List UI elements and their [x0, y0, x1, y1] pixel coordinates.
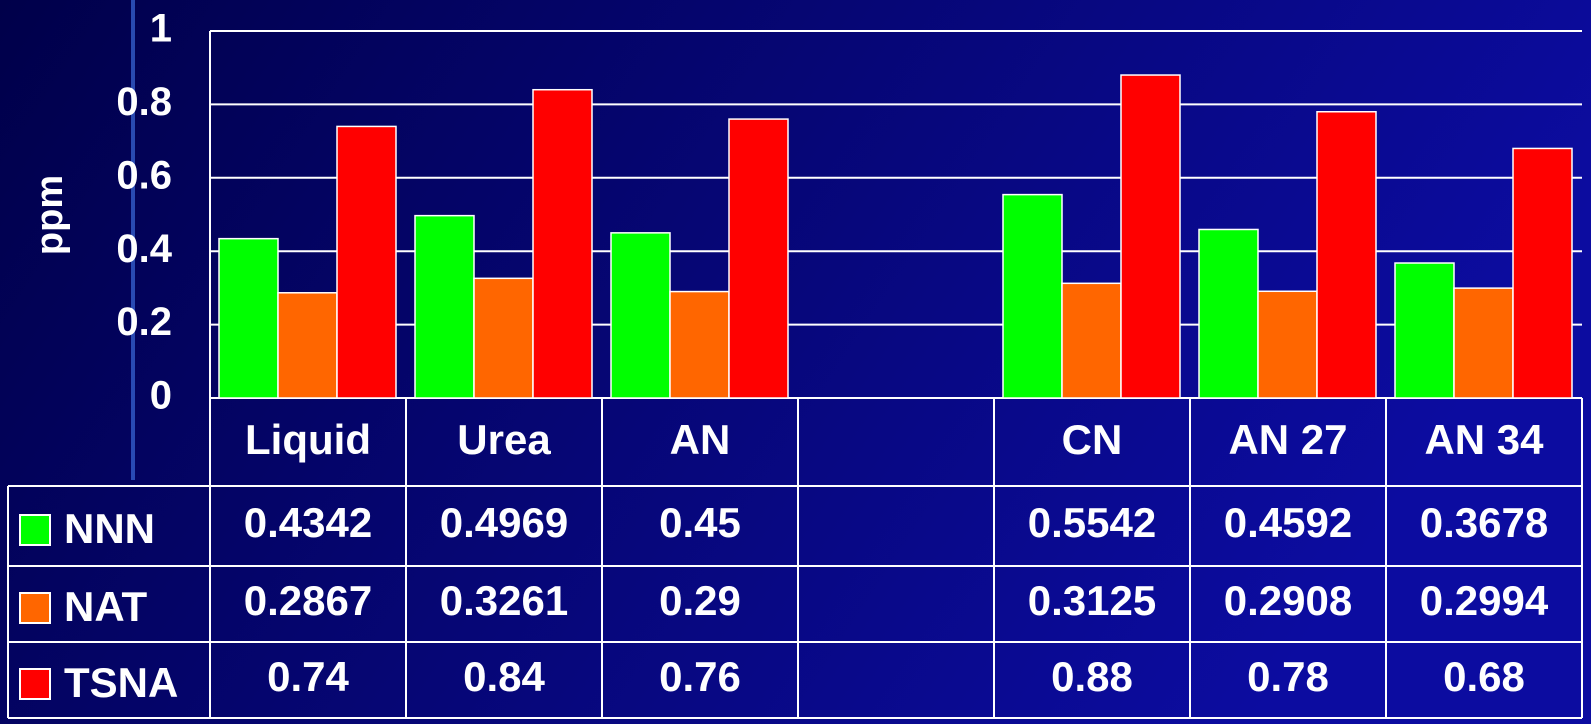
- bar: [1316, 110, 1377, 399]
- bar: [1061, 282, 1122, 399]
- table-value: 0.4969: [440, 499, 568, 546]
- x-tick-label: AN: [670, 416, 731, 463]
- legend-label: NAT: [64, 583, 148, 630]
- y-tick-label: 0.4: [116, 227, 172, 271]
- bar: [414, 214, 475, 399]
- accent-stripe: [131, 0, 135, 480]
- table-value: 0.4342: [244, 499, 372, 546]
- x-tick-label: CN: [1062, 416, 1123, 463]
- bar: [218, 237, 279, 399]
- y-tick-label: 0.6: [116, 153, 172, 197]
- y-tick-label: 1: [150, 7, 172, 51]
- bar: [669, 290, 730, 399]
- table-value: 0.84: [463, 653, 545, 700]
- table-value: 0.74: [267, 653, 349, 700]
- table-value: 0.2867: [244, 577, 372, 624]
- y-axis-label: ppm: [29, 175, 71, 255]
- bar: [1394, 262, 1455, 399]
- table-value: 0.5542: [1028, 499, 1156, 546]
- table-value: 0.88: [1051, 653, 1133, 700]
- bar: [728, 118, 789, 399]
- bar: [1120, 74, 1181, 399]
- legend-label: NNN: [64, 505, 155, 552]
- bar: [473, 277, 534, 399]
- x-tick-label: AN 34: [1424, 416, 1544, 463]
- y-tick-label: 0.8: [116, 80, 172, 124]
- y-tick-label: 0.2: [116, 300, 172, 344]
- legend-swatch: [19, 668, 51, 700]
- table-value: 0.4592: [1224, 499, 1352, 546]
- bar: [1198, 228, 1259, 399]
- bar: [1512, 147, 1573, 399]
- bar: [277, 292, 338, 399]
- legend-label: TSNA: [64, 659, 178, 706]
- table-value: 0.3678: [1420, 499, 1548, 546]
- bar: [1002, 193, 1063, 399]
- bar: [610, 232, 671, 399]
- table-value: 0.76: [659, 653, 741, 700]
- table-value: 0.2908: [1224, 577, 1352, 624]
- x-tick-label: Liquid: [245, 416, 371, 463]
- x-tick-label: Urea: [457, 416, 551, 463]
- bar: [1257, 290, 1318, 399]
- table-value: 0.68: [1443, 653, 1525, 700]
- legend-swatch: [19, 592, 51, 624]
- table-value: 0.29: [659, 577, 741, 624]
- table-value: 0.78: [1247, 653, 1329, 700]
- legend-swatch: [19, 514, 51, 546]
- x-tick-label: AN 27: [1228, 416, 1347, 463]
- y-tick-label: 0: [150, 374, 172, 418]
- table-value: 0.45: [659, 499, 741, 546]
- bar: [532, 88, 593, 399]
- bar: [1453, 287, 1514, 399]
- table-value: 0.2994: [1420, 577, 1549, 624]
- table-value: 0.3261: [440, 577, 568, 624]
- bar: [336, 125, 397, 399]
- table-value: 0.3125: [1028, 577, 1156, 624]
